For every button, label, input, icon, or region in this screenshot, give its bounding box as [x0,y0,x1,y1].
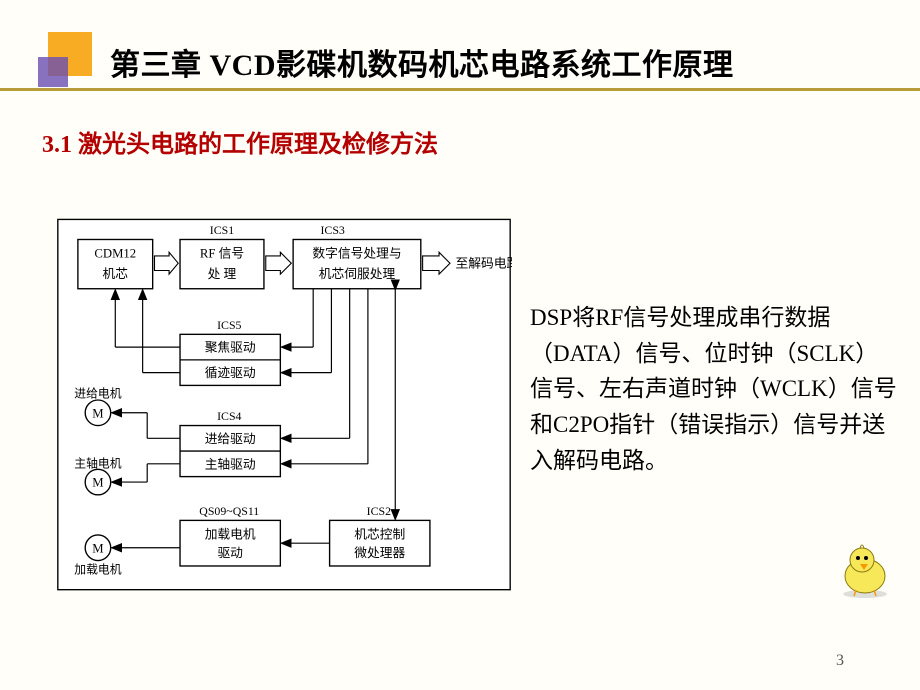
chick-icon [830,540,900,600]
decode-label: 至解码电路 [455,256,512,271]
node-focus: 聚焦驱动 [205,341,256,355]
label-qs: QS09~QS11 [199,504,259,518]
label-ics2: ICS2 [367,504,391,518]
accent-square-purple [38,57,68,87]
node-rf-l2: 处 理 [208,267,237,281]
node-load-l1: 加载电机 [205,528,256,542]
node-mcu-l2: 微处理器 [354,546,405,560]
label-ics3: ICS3 [320,223,344,237]
motor-feed-label: 进给电机 [74,386,122,400]
node-track: 循迹驱动 [205,366,256,380]
node-mcu-l1: 机芯控制 [354,528,405,542]
section-subtitle: 3.1 激光头电路的工作原理及检修方法 [42,124,438,159]
chapter-title: 第三章 VCD影碟机数码机芯电路系统工作原理 [110,40,734,84]
side-paragraph: DSP将RF信号处理成串行数据（DATA）信号、位时钟（SCLK）信号、左右声道… [530,300,900,478]
node-dsp-l2: 机芯伺服处理 [319,267,396,281]
motor-spindle-m: M [92,476,103,490]
motor-load-label: 加载电机 [74,562,122,576]
motor-load-m: M [92,541,103,555]
node-spindle: 主轴驱动 [205,457,256,471]
label-ics4: ICS4 [217,409,241,423]
node-cdm12-l1: CDM12 [94,247,136,261]
node-dsp-l1: 数字信号处理与 [312,247,401,261]
page-number: 3 [836,652,844,670]
motor-spindle-label: 主轴电机 [74,456,122,470]
block-diagram: CDM12 机芯 ICS1 RF 信号 处 理 ICS3 数字信号处理与 机芯伺… [56,172,512,628]
node-rf-l1: RF 信号 [200,247,244,261]
node-load-l2: 驱动 [217,546,243,560]
node-feed: 进给驱动 [205,432,256,446]
node-cdm12-l2: 机芯 [103,267,129,281]
accent-squares [38,32,98,92]
label-ics5: ICS5 [217,318,241,332]
title-underline [0,88,920,91]
motor-feed-m: M [92,406,103,420]
label-ics1: ICS1 [210,223,234,237]
